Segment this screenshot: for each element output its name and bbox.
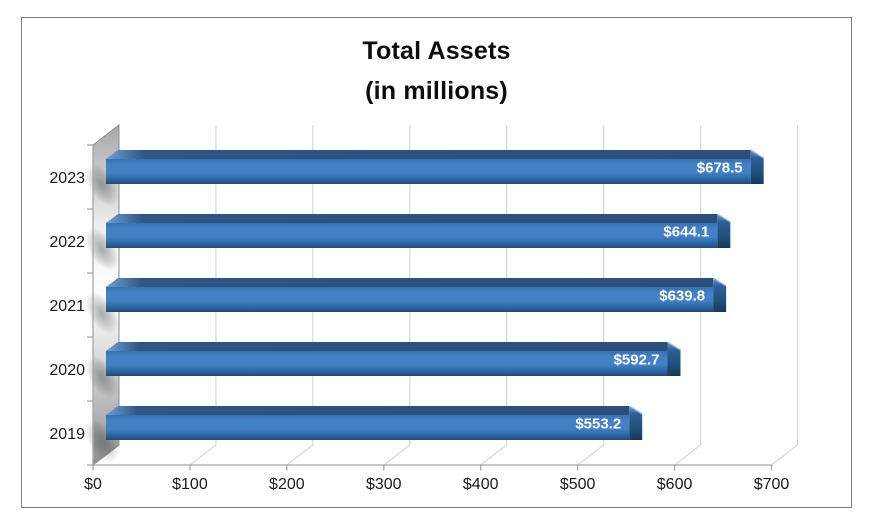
x-tick-label-$600: $600 xyxy=(657,476,693,493)
chart-subtitle: (in millions) xyxy=(365,77,508,105)
bar-chart-canvas: $678.5 $644.1 $639.8 $592.7 $553.2 2023 2022 20… xyxy=(49,123,799,493)
bar-top-face-2022 xyxy=(106,214,718,223)
grid-floor-line xyxy=(286,444,314,466)
bar-value-label-2023: $678.5 xyxy=(697,160,743,177)
bar-end-cap-2023 xyxy=(750,150,764,184)
bar-cap-highlight xyxy=(667,341,681,351)
bar-2021 xyxy=(106,287,714,312)
bar-end-cap-2019 xyxy=(629,406,643,440)
x-tick-label-$100: $100 xyxy=(172,476,208,493)
bar-value-label-2019: $553.2 xyxy=(575,416,621,433)
x-tick-label-$700: $700 xyxy=(754,476,790,493)
grid-floor-line xyxy=(480,444,508,466)
bar-2020 xyxy=(106,351,668,376)
category-label-2022: 2022 xyxy=(49,234,85,251)
x-tick-label-$400: $400 xyxy=(463,476,499,493)
bar-value-label-2021: $639.8 xyxy=(659,288,705,305)
bar-end-cap-2020 xyxy=(667,342,681,376)
x-tick-label-$200: $200 xyxy=(269,476,305,493)
grid-floor-line xyxy=(189,444,217,466)
category-label-2023: 2023 xyxy=(49,170,85,187)
grid-floor-line xyxy=(771,444,798,466)
bar-value-label-2020: $592.7 xyxy=(614,352,660,369)
bar-cap-highlight xyxy=(712,277,727,287)
x-tick-label-$300: $300 xyxy=(366,476,402,493)
bar-top-face-2021 xyxy=(106,278,714,287)
title-block: Total Assets (in millions) xyxy=(22,31,851,111)
bar-value-label-2022: $644.1 xyxy=(663,224,709,241)
category-label-2021: 2021 xyxy=(49,298,85,315)
chart-frame: Total Assets (in millions) $678.5 $644.1 $… xyxy=(21,17,852,508)
grid-floor-line xyxy=(674,444,701,466)
x-tick-label-$0: $0 xyxy=(84,476,102,493)
bar-top-face-2020 xyxy=(106,342,668,351)
bar-cap-highlight xyxy=(750,149,765,159)
bar-2019 xyxy=(106,415,630,440)
bar-cap-highlight xyxy=(716,213,731,223)
chart-title: Total Assets xyxy=(362,37,511,65)
bar-top-face-2019 xyxy=(106,406,630,415)
category-label-2020: 2020 xyxy=(49,362,85,379)
bar-2022 xyxy=(106,223,718,248)
grid-floor-line xyxy=(383,444,411,466)
bar-end-cap-2022 xyxy=(717,214,731,248)
bar-2023 xyxy=(106,159,751,184)
bar-end-cap-2021 xyxy=(713,278,727,312)
bar-top-face-2023 xyxy=(106,150,751,159)
x-tick-label-$500: $500 xyxy=(560,476,596,493)
bar-cap-highlight xyxy=(628,405,643,415)
category-label-2019: 2019 xyxy=(49,426,85,443)
grid-floor-line xyxy=(577,444,605,466)
